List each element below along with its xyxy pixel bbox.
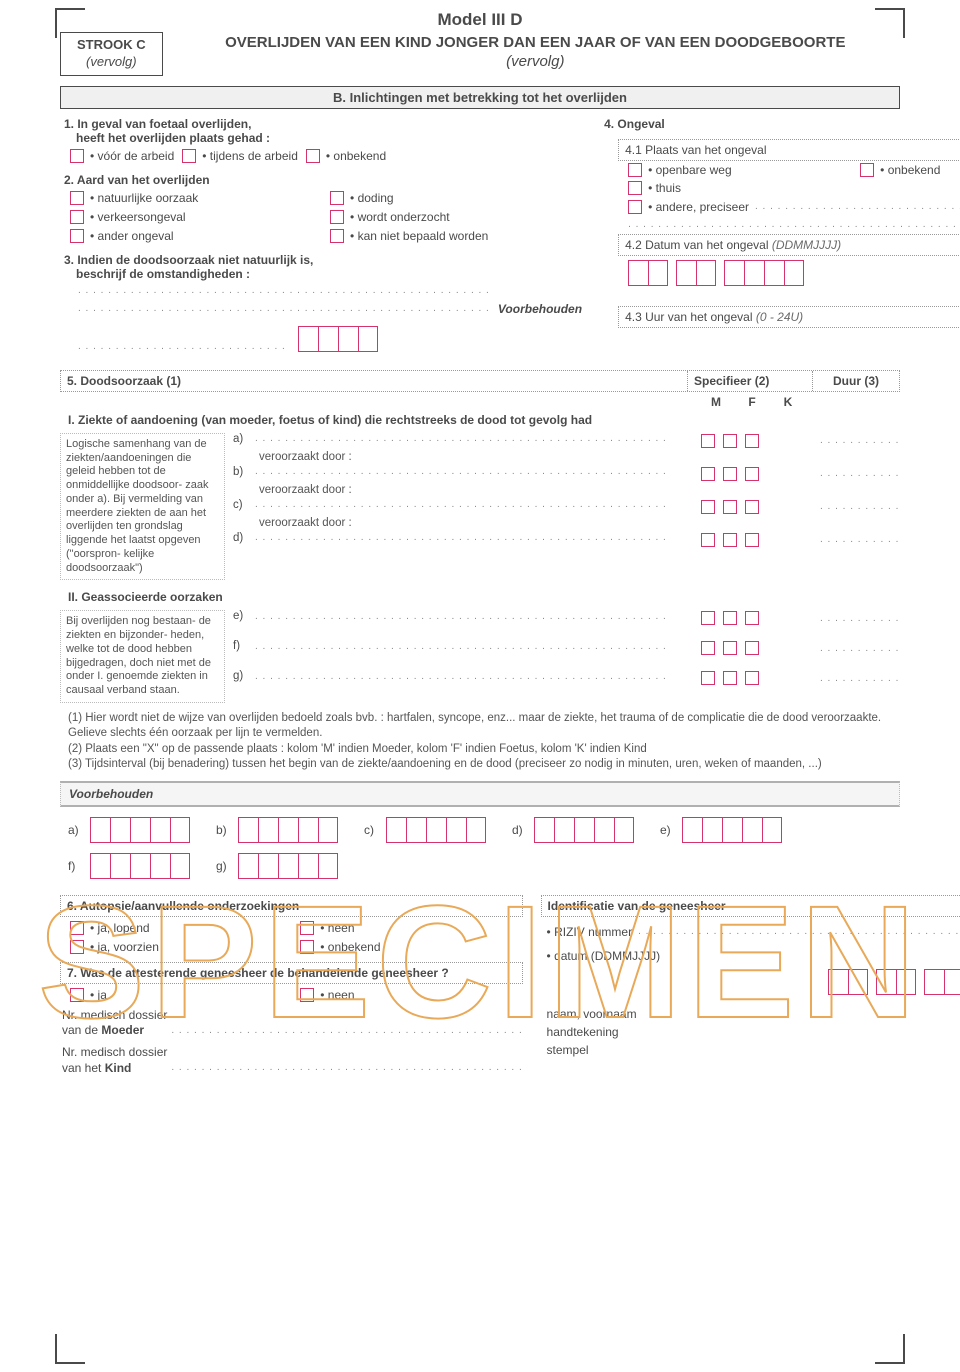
cause-e-mfk[interactable] xyxy=(689,611,814,625)
q2-killing[interactable]: • doding xyxy=(330,191,582,205)
cause-f-duration[interactable]: . . . . . . . . . . . xyxy=(814,643,900,654)
dossier-mother: Nr. medisch dossier van de Moeder . . . … xyxy=(60,1002,523,1039)
cause-f-label: f) xyxy=(233,640,251,652)
cause-b-input[interactable]: . . . . . . . . . . . . . . . . . . . . … xyxy=(255,466,689,477)
strook-sub: (vervolg) xyxy=(77,54,146,71)
q41-header: 4.1 Plaats van het ongeval xyxy=(618,139,960,161)
q4-title: 4. Ongeval xyxy=(600,115,960,135)
page-subtitle: OVERLIJDEN VAN EEN KIND JONGER DAN EEN J… xyxy=(171,34,900,72)
voorb-e[interactable] xyxy=(682,817,782,843)
voorb-d[interactable] xyxy=(534,817,634,843)
q2-undetermined[interactable]: • kan niet bepaald worden xyxy=(330,229,582,243)
q7-yes[interactable]: • ja xyxy=(70,988,292,1002)
voorb-g[interactable] xyxy=(238,853,338,879)
section5-i-title: I. Ziekte of aandoening (van moeder, foe… xyxy=(60,409,900,433)
q41-unknown[interactable]: • onbekend xyxy=(860,163,940,177)
cause-a-mfk[interactable] xyxy=(689,434,814,448)
q3-line3[interactable]: . . . . . . . . . . . . . . . . . . . . … xyxy=(78,341,288,352)
q3-title: 3. Indien de doodsoorzaak niet natuurlij… xyxy=(60,251,582,285)
q3-line2[interactable]: . . . . . . . . . . . . . . . . . . . . … xyxy=(78,303,490,314)
cause-a-label: a) xyxy=(233,433,251,445)
cause-f-input[interactable]: . . . . . . . . . . . . . . . . . . . . … xyxy=(255,641,689,652)
cause-b-mfk[interactable] xyxy=(689,467,814,481)
q3-reserved-cells[interactable] xyxy=(298,326,378,352)
q3-line1[interactable]: . . . . . . . . . . . . . . . . . . . . … xyxy=(78,285,582,296)
footnotes: (1) Hier wordt niet de wijze van overlij… xyxy=(60,705,900,775)
q2-traffic[interactable]: • verkeersongeval xyxy=(70,210,322,224)
section5-ii-title: II. Geassocieerde oorzaken xyxy=(60,586,900,610)
section-b-header: B. Inlichtingen met betrekking tot het o… xyxy=(60,86,900,109)
cause-g-duration[interactable]: . . . . . . . . . . . xyxy=(814,673,900,684)
voorbehouden-codes: a) b) c) d) e) f) g) xyxy=(60,813,900,883)
cause-a-duration[interactable]: . . . . . . . . . . . xyxy=(814,435,900,446)
cause-b-duration[interactable]: . . . . . . . . . . . xyxy=(814,468,900,479)
cause-c-input[interactable]: . . . . . . . . . . . . . . . . . . . . … xyxy=(255,499,689,510)
q7-header: 7. Was de attesterende geneesheer de beh… xyxy=(60,962,523,984)
q1-opt-before-labor[interactable]: • vóór de arbeid xyxy=(70,149,174,163)
voorb-f[interactable] xyxy=(90,853,190,879)
q42-header: 4.2 Datum van het ongeval (DDMMJJJJ) xyxy=(618,234,960,256)
q6-header: 6. Autopsie/aanvullende onderzoekingen xyxy=(60,895,523,917)
dossier-mother-input[interactable]: . . . . . . . . . . . . . . . . . . . . … xyxy=(171,1025,522,1036)
riziv-input[interactable]: . . . . . . . . . . . . . . . . . . . . … xyxy=(638,926,960,937)
form-page: Model III D STROOK C (vervolg) OVERLIJDE… xyxy=(0,0,960,1096)
q1-title: 1. In geval van foetaal overlijden, heef… xyxy=(60,115,582,149)
cause-d-mfk[interactable] xyxy=(689,533,814,547)
voorbehouden-label: Voorbehouden xyxy=(498,302,582,316)
strook-label: STROOK C xyxy=(77,37,146,54)
q2-title: 2. Aard van het overlijden xyxy=(60,171,582,191)
q6-planned[interactable]: • ja, voorzien xyxy=(70,940,292,954)
cause-b-label: b) xyxy=(233,466,251,478)
ident-date-input[interactable] xyxy=(828,969,960,995)
riziv-row: RIZIV nummer . . . . . . . . . . . . . .… xyxy=(541,921,960,941)
cause-a-input[interactable]: . . . . . . . . . . . . . . . . . . . . … xyxy=(255,433,689,444)
q42-date-input[interactable] xyxy=(628,260,960,286)
q6-no[interactable]: • neen xyxy=(300,921,522,935)
cause-e-duration[interactable]: . . . . . . . . . . . xyxy=(814,613,900,624)
model-title: Model III D xyxy=(60,10,900,30)
cause-g-input[interactable]: . . . . . . . . . . . . . . . . . . . . … xyxy=(255,671,689,682)
q41-home[interactable]: • thuis xyxy=(628,181,960,195)
cause-d-duration[interactable]: . . . . . . . . . . . xyxy=(814,534,900,545)
caused-by-2: veroorzaakt door : xyxy=(233,484,900,496)
section5-header: 5. Doodsoorzaak (1) Specifieer (2) Duur … xyxy=(60,370,900,392)
side-note-ii: Bij overlijden nog bestaan- de ziekten e… xyxy=(60,610,225,703)
signature-block: naam, voornaam handtekening stempel xyxy=(541,995,960,1059)
q7-no[interactable]: • neen xyxy=(300,988,522,1002)
dossier-child-input[interactable]: . . . . . . . . . . . . . . . . . . . . … xyxy=(171,1062,522,1073)
cause-e-input[interactable]: . . . . . . . . . . . . . . . . . . . . … xyxy=(255,611,689,622)
strook-box: STROOK C (vervolg) xyxy=(60,32,163,76)
cause-g-mfk[interactable] xyxy=(689,671,814,685)
cause-e-label: e) xyxy=(233,610,251,622)
q2-other-accident[interactable]: • ander ongeval xyxy=(70,229,322,243)
q43-header: 4.3 Uur van het ongeval (0 - 24U) xyxy=(618,306,960,328)
q2-natural[interactable]: • natuurlijke oorzaak xyxy=(70,191,322,205)
voorbehouden-bar: Voorbehouden xyxy=(60,781,900,807)
voorb-c[interactable] xyxy=(386,817,486,843)
voorb-b[interactable] xyxy=(238,817,338,843)
q6-running[interactable]: • ja, lopend xyxy=(70,921,292,935)
q2-investigated[interactable]: • wordt onderzocht xyxy=(330,210,582,224)
q41-public-road[interactable]: • openbare weg xyxy=(628,163,852,177)
dossier-child: Nr. medisch dossier van het Kind . . . .… xyxy=(60,1039,523,1076)
cause-c-duration[interactable]: . . . . . . . . . . . xyxy=(814,501,900,512)
q41-other-line2[interactable]: . . . . . . . . . . . . . . . . . . . . … xyxy=(628,219,960,230)
datum-label: datum (DDMMJJJJ) xyxy=(547,949,661,963)
caused-by-3: veroorzaakt door : xyxy=(233,517,900,529)
cause-c-mfk[interactable] xyxy=(689,500,814,514)
voorb-a[interactable] xyxy=(90,817,190,843)
q41-other[interactable]: • andere, preciseer. . . . . . . . . . .… xyxy=(628,200,960,214)
cause-d-input[interactable]: . . . . . . . . . . . . . . . . . . . . … xyxy=(255,532,689,543)
ident-header: Identificatie van de geneesheer xyxy=(541,895,960,917)
q1-opt-unknown[interactable]: • onbekend xyxy=(306,149,386,163)
mfk-header: MFK xyxy=(60,395,900,409)
cause-f-mfk[interactable] xyxy=(689,641,814,655)
q1-opt-during-labor[interactable]: • tijdens de arbeid xyxy=(182,149,298,163)
cause-d-label: d) xyxy=(233,532,251,544)
cause-g-label: g) xyxy=(233,670,251,682)
caused-by-1: veroorzaakt door : xyxy=(233,451,900,463)
q6-unknown[interactable]: • onbekend xyxy=(300,940,522,954)
side-note-i: Logische samenhang van de ziekten/aandoe… xyxy=(60,433,225,581)
cause-c-label: c) xyxy=(233,499,251,511)
